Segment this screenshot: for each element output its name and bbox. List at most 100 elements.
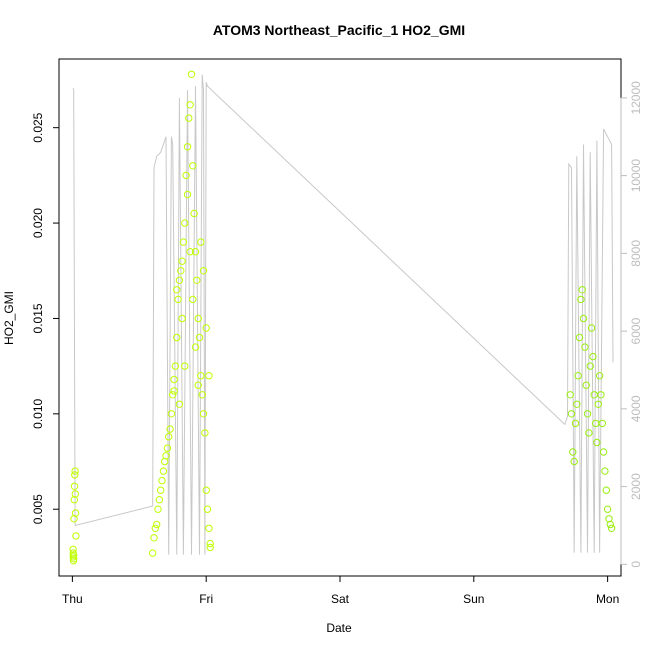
data-point <box>202 486 210 494</box>
data-point <box>190 209 198 218</box>
data-point <box>595 372 604 380</box>
data-point <box>606 520 614 529</box>
data-point <box>175 400 184 408</box>
plot-frame <box>58 58 622 577</box>
data-point <box>181 362 189 370</box>
y-axis-right: 0 2000 4000 6000 8000 10000 12000 <box>620 81 643 568</box>
altitude-line-layer <box>72 74 614 555</box>
data-point <box>173 333 181 342</box>
data-point <box>585 429 593 437</box>
data-point <box>70 482 79 490</box>
data-point <box>599 448 608 456</box>
data-point <box>578 286 586 294</box>
data-point <box>566 391 574 399</box>
data-point <box>573 400 581 408</box>
data-point <box>170 387 178 395</box>
data-point <box>171 362 180 370</box>
y-tick-label: 0.025 <box>31 112 45 142</box>
data-point <box>189 295 197 304</box>
data-point <box>181 219 189 227</box>
x-tick-label: Thu <box>62 592 83 606</box>
data-point <box>589 352 597 361</box>
data-point <box>567 410 576 418</box>
data-point <box>178 257 186 265</box>
y2-tick-label: 2000 <box>629 473 643 500</box>
data-point <box>203 505 212 513</box>
data-point <box>69 551 78 559</box>
data-point <box>574 372 582 380</box>
data-point <box>178 314 186 323</box>
data-point <box>158 476 166 485</box>
data-point <box>198 391 206 399</box>
data-point <box>174 295 182 304</box>
y2-tick-label: 12000 <box>629 81 643 115</box>
data-point <box>154 505 162 513</box>
data-point <box>155 496 164 504</box>
data-point <box>594 400 602 408</box>
data-point <box>170 375 178 384</box>
x-tick-label: Mon <box>596 592 619 606</box>
data-point <box>165 433 173 441</box>
data-point <box>186 248 194 256</box>
data-point <box>601 467 609 475</box>
y-tick-label: 0.010 <box>31 399 45 429</box>
y2-tick-label: 6000 <box>629 317 643 344</box>
data-point <box>194 381 202 389</box>
data-point <box>153 520 161 529</box>
data-point <box>185 114 193 122</box>
x-tick-label: Fri <box>199 592 213 606</box>
data-point <box>149 549 157 557</box>
data-point <box>157 486 165 494</box>
data-point <box>206 543 214 552</box>
points-layer <box>69 70 616 565</box>
data-point <box>201 429 209 437</box>
data-point <box>570 457 578 466</box>
data-point <box>575 333 584 342</box>
y-tick-label: 0.005 <box>31 494 45 524</box>
data-point <box>187 70 196 79</box>
data-point <box>71 509 80 517</box>
y-tick-label: 0.015 <box>31 303 45 333</box>
data-point <box>189 162 197 170</box>
data-point <box>582 381 590 389</box>
data-point <box>191 248 200 256</box>
data-point <box>186 101 194 109</box>
data-point <box>72 532 80 540</box>
x-axis: Thu Fri Sat Sun Mon <box>62 576 619 606</box>
data-point <box>577 295 585 304</box>
data-point <box>177 267 185 275</box>
data-point <box>603 505 612 513</box>
data-point <box>159 467 168 475</box>
y2-tick-label: 10000 <box>629 159 643 193</box>
y-axis-left: 0.005 0.010 0.015 0.020 0.025 <box>31 112 59 524</box>
data-point <box>598 419 606 428</box>
data-point <box>71 467 79 475</box>
data-point <box>583 410 592 418</box>
y-tick-label: 0.020 <box>31 208 45 238</box>
data-point <box>195 333 204 342</box>
data-point <box>179 238 188 246</box>
data-point <box>206 539 214 548</box>
data-point <box>199 267 208 275</box>
data-point <box>205 524 213 532</box>
data-point <box>593 438 601 447</box>
data-point <box>590 391 598 399</box>
data-point <box>173 286 181 294</box>
data-point <box>183 143 192 151</box>
data-point <box>71 490 80 498</box>
data-point <box>162 452 170 460</box>
data-point <box>169 391 177 399</box>
data-point <box>191 343 200 351</box>
data-point <box>194 314 202 323</box>
data-point <box>199 410 208 418</box>
data-point <box>183 190 192 199</box>
data-point <box>69 545 77 553</box>
data-point <box>70 496 79 504</box>
data-point <box>71 471 79 479</box>
data-point <box>163 444 172 452</box>
data-point <box>193 276 201 284</box>
data-point <box>167 410 176 418</box>
altitude-line <box>72 74 614 555</box>
x-tick-label: Sat <box>331 592 350 606</box>
